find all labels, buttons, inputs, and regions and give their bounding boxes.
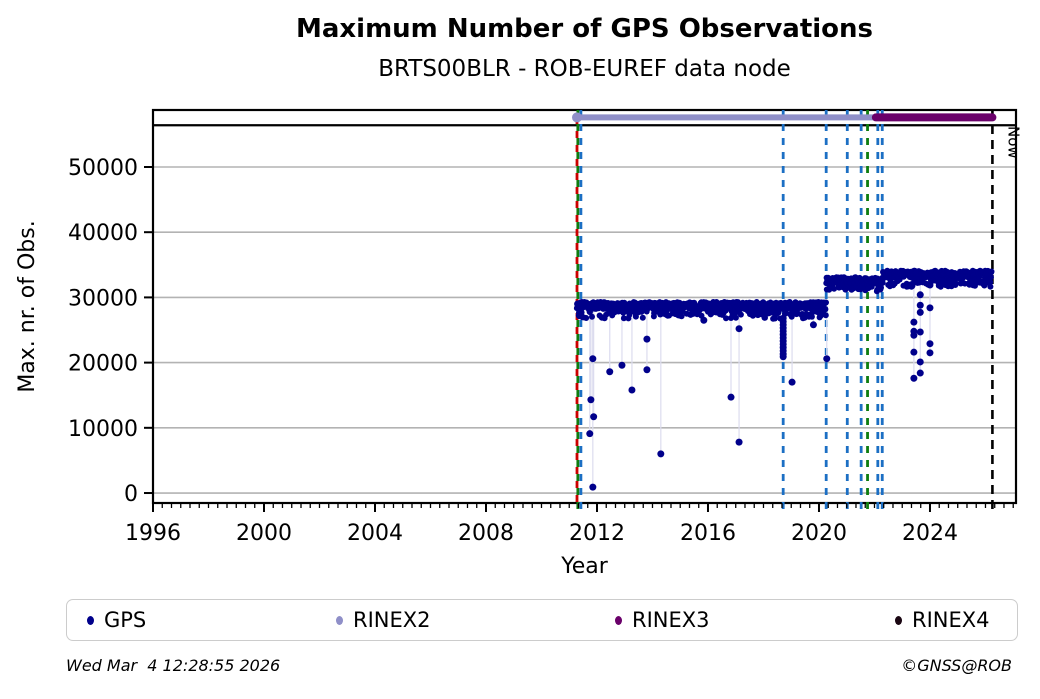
now-label: Now <box>1004 126 1022 159</box>
gps-point <box>620 315 627 322</box>
rinex2-start-dot <box>572 112 583 123</box>
legend-item-rinex2: RINEX2 <box>336 600 431 640</box>
gps-outlier-point <box>589 355 597 363</box>
gps-outlier-point <box>809 321 817 329</box>
legend-marker-icon <box>336 615 343 625</box>
legend-marker-icon <box>87 615 94 625</box>
x-tick-label: 2016 <box>680 521 736 546</box>
chart-subtitle: BRTS00BLR - ROB-EUREF data node <box>378 56 791 82</box>
chart-title: Maximum Number of GPS Observations <box>295 14 874 44</box>
y-tick-label: 10000 <box>68 417 138 442</box>
gps-point <box>822 312 829 319</box>
x-tick-label: 2008 <box>458 521 514 546</box>
gps-outlier-point <box>590 413 598 421</box>
plot-timestamp: Wed Mar 4 12:28:55 2026 <box>66 656 281 675</box>
legend-item-rinex3: RINEX3 <box>615 600 710 640</box>
gps-outlier-point <box>574 300 582 308</box>
legend-label: RINEX2 <box>353 608 431 632</box>
gps-point <box>732 314 739 321</box>
legend-item-rinex4: RINEX4 <box>895 600 990 640</box>
gps-dip-point <box>926 281 934 289</box>
gps-outlier-point <box>700 316 708 324</box>
y-axis-label: Max. nr. of Obs. <box>15 220 40 392</box>
gps-point <box>972 282 978 289</box>
gps-point <box>952 280 959 287</box>
gps-dip-point <box>910 331 918 339</box>
gps-dip-point <box>910 348 918 356</box>
gps-outlier-point <box>643 366 651 374</box>
y-tick-label: 30000 <box>68 286 138 311</box>
legend: GPS RINEX2 RINEX3 RINEX4 <box>66 599 1018 641</box>
gps-outlier-point <box>606 368 614 376</box>
gps-dip-point <box>916 308 924 316</box>
gps-dip-point <box>916 358 924 366</box>
gps-outlier-point <box>735 438 743 446</box>
x-tick-label: 2020 <box>791 521 847 546</box>
y-tick-label: 20000 <box>68 352 138 377</box>
gps-point <box>987 283 994 290</box>
x-tick-label: 2024 <box>902 521 958 546</box>
gps-dip-point <box>910 318 918 326</box>
gps-outlier-point <box>586 430 594 438</box>
y-tick-label: 40000 <box>68 221 138 246</box>
gps-outlier-point <box>657 450 665 458</box>
gps-point <box>639 314 646 321</box>
gps-dip-point <box>916 301 924 309</box>
gps-point <box>831 285 838 292</box>
gps-outlier-point <box>823 355 831 363</box>
gps-dip-point <box>779 353 787 361</box>
legend-label: GPS <box>104 608 147 632</box>
gps-outlier-point <box>735 325 743 333</box>
x-tick-label: 1996 <box>125 521 181 546</box>
x-tick-label: 2012 <box>569 521 625 546</box>
x-tick-label: 2004 <box>347 521 403 546</box>
gps-point <box>988 268 995 275</box>
legend-label: RINEX4 <box>912 608 990 632</box>
gps-point <box>823 299 829 306</box>
gps-dip-point <box>916 328 924 336</box>
gps-point <box>723 315 729 322</box>
gps-outlier-point <box>628 386 636 394</box>
gps-point <box>822 306 829 313</box>
gps-point <box>737 311 744 318</box>
y-tick-label: 0 <box>124 482 138 507</box>
gps-point <box>678 313 685 320</box>
legend-marker-icon <box>615 615 622 625</box>
gps-dip-point <box>926 349 934 357</box>
x-axis-label: Year <box>560 554 609 579</box>
plot-border <box>151 108 1018 505</box>
x-tick-label: 2000 <box>236 521 292 546</box>
gps-point <box>987 274 994 281</box>
y-tick-label: 50000 <box>68 156 138 181</box>
gps-outlier-point <box>727 393 735 401</box>
gps-dip-point <box>926 340 934 348</box>
gps-point <box>808 313 815 320</box>
gps-outlier-point <box>643 335 651 343</box>
gps-outlier-point <box>788 378 796 386</box>
gps-point <box>879 279 886 286</box>
gps-dip-point <box>916 369 924 377</box>
gps-point <box>578 309 585 316</box>
gps-dip-point <box>916 291 924 299</box>
gps-outlier-point <box>589 483 597 491</box>
gps-dip-point <box>910 374 918 382</box>
gps-outlier-point <box>618 361 626 369</box>
credit-text: ©GNSS@ROB <box>901 656 1012 675</box>
gps-point <box>583 315 590 321</box>
gps-point <box>589 313 595 320</box>
legend-item-gps: GPS <box>87 600 146 640</box>
gps-point <box>878 284 884 291</box>
gps-outlier-point <box>587 396 595 404</box>
legend-marker-icon <box>895 615 902 625</box>
legend-label: RINEX3 <box>632 608 710 632</box>
gps-point <box>987 279 994 285</box>
gps-dip-point <box>926 304 934 312</box>
